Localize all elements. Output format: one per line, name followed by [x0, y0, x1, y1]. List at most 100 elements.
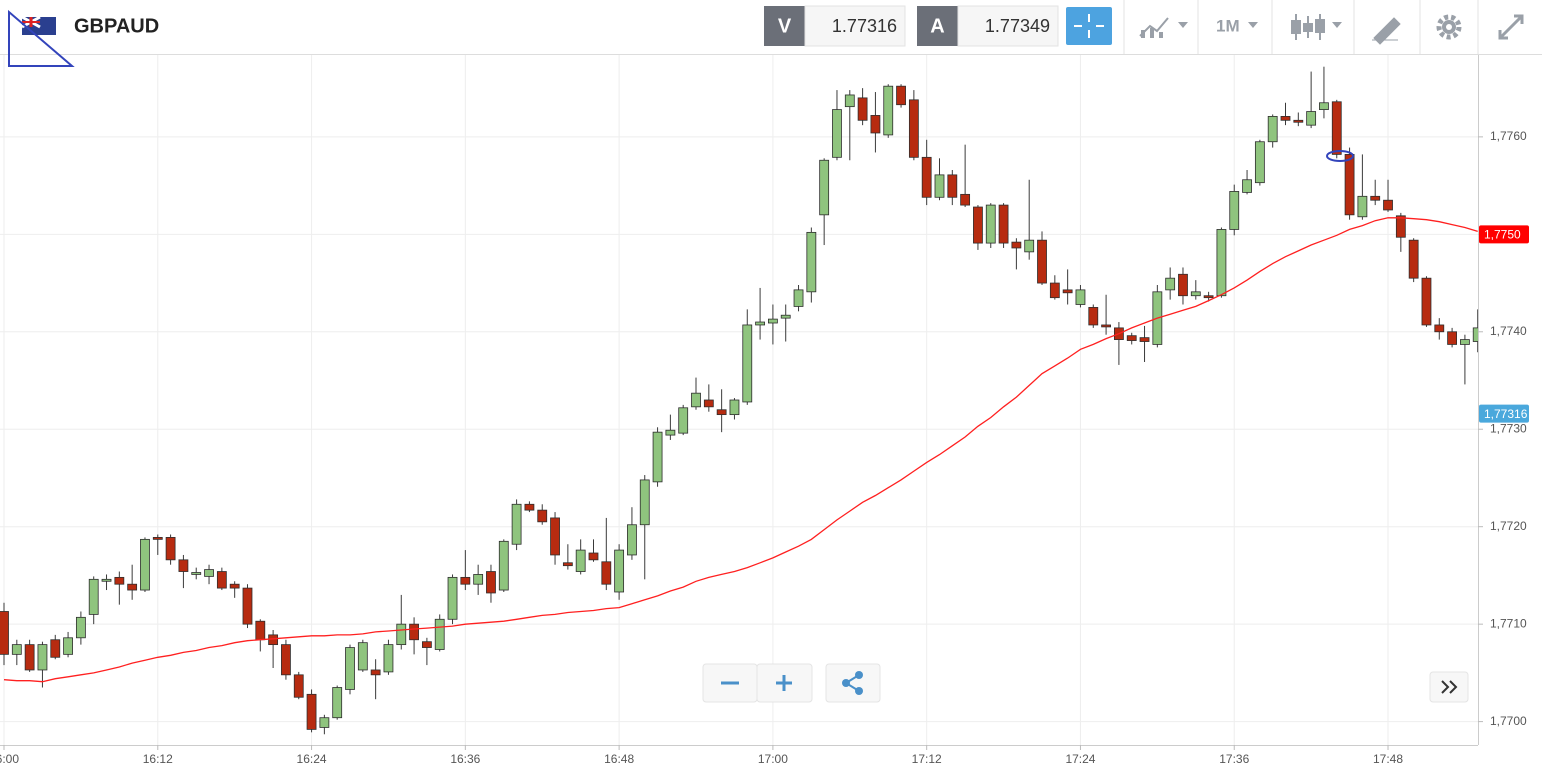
candle-body [934, 174, 945, 198]
candle-body [1075, 289, 1086, 305]
candle-style-button[interactable] [1291, 14, 1342, 40]
x-tick-label: 16:24 [297, 752, 327, 766]
candle-body [306, 693, 317, 730]
candle-body [460, 576, 471, 585]
candle-body [1460, 339, 1470, 345]
candle-body [1280, 115, 1291, 121]
candle-body [498, 540, 509, 591]
candle-body [345, 647, 355, 690]
bid-badge [764, 6, 805, 46]
candle-body [370, 669, 381, 676]
candle-body [178, 559, 189, 572]
x-tick-label: 16:00 [0, 752, 19, 766]
crosshair-button[interactable] [1066, 7, 1112, 45]
y-tick-label: 1,7700 [1490, 714, 1527, 728]
candle-body [857, 97, 868, 121]
candle-body [409, 623, 419, 641]
x-tick-label: 17:36 [1219, 752, 1249, 766]
y-tick-label: 1,7730 [1490, 421, 1527, 435]
drawing-triangle [8, 9, 75, 67]
candle-body [0, 611, 9, 655]
y-tick-label: 1,7720 [1490, 519, 1527, 533]
candle-body [1344, 154, 1355, 216]
candle-body [1165, 277, 1176, 291]
draw-tool-button[interactable] [1372, 17, 1401, 45]
candle-body [1447, 331, 1457, 345]
candle-body [165, 537, 176, 561]
candle-body [1024, 239, 1035, 253]
candle-body [1395, 215, 1406, 238]
timeframe[interactable]: 1M [1216, 16, 1240, 35]
share-button[interactable] [825, 663, 881, 703]
settings-button[interactable] [1436, 14, 1462, 40]
candle-body [832, 109, 842, 158]
candle-body [268, 634, 279, 646]
candle-body [844, 94, 855, 108]
current-price-label-box [1479, 404, 1529, 423]
candle-body [383, 644, 394, 673]
candle-body [550, 517, 560, 556]
candle-body [191, 572, 202, 575]
candle-body [755, 321, 765, 326]
y-tick-label: 1,7710 [1490, 616, 1527, 630]
candle-body [75, 616, 86, 639]
candle-body [50, 639, 61, 658]
candle-body [1088, 307, 1099, 326]
moving-average-line [3, 217, 1478, 683]
ma-price-label-box [1479, 225, 1529, 244]
ask-badge [917, 6, 958, 46]
candle-body [229, 583, 240, 589]
candle-body [768, 318, 778, 324]
candle-body [332, 687, 343, 719]
fullscreen-button[interactable] [1498, 14, 1524, 40]
candle-body [665, 429, 676, 436]
candle-body [1408, 239, 1419, 279]
candle-body [819, 159, 830, 216]
candle-body [447, 576, 458, 620]
candle-body [1037, 239, 1047, 284]
candle-body [947, 174, 958, 198]
candle-body [1203, 295, 1214, 299]
x-tick-label: 17:00 [758, 752, 788, 766]
candle-body [114, 576, 125, 585]
candle-body [1319, 102, 1329, 110]
candle-body [614, 549, 625, 593]
candle-body [537, 509, 548, 523]
zoom-in-button[interactable] [756, 663, 813, 703]
candle-body [1331, 101, 1342, 155]
zoom-out-button[interactable] [702, 663, 758, 703]
candle-body [1139, 337, 1150, 342]
candle-body [152, 537, 163, 540]
candle-body [216, 571, 227, 589]
candle-body [973, 206, 983, 244]
candle-body [729, 399, 740, 416]
grid [0, 55, 1478, 745]
chart-type-button[interactable] [1139, 17, 1188, 38]
candle-body [140, 538, 150, 591]
bid-price: 1.77316 [832, 16, 897, 36]
candle-body [63, 637, 73, 655]
candle-body [806, 231, 817, 293]
scroll-right-button[interactable] [1429, 671, 1469, 703]
candle-body [780, 314, 791, 319]
candle-body [127, 583, 138, 591]
x-tick-label: 16:12 [143, 752, 173, 766]
candle-body [1049, 282, 1060, 299]
symbol-title: GBPAUD [74, 15, 159, 37]
ask-price: 1.77349 [985, 16, 1050, 36]
candle-body [627, 524, 637, 556]
candle-body [37, 644, 48, 671]
bid-box [804, 5, 906, 47]
current-price-label: 1,77316 [1484, 407, 1528, 421]
candle-body [703, 399, 714, 408]
candle-body [601, 561, 612, 585]
candle-body [1370, 195, 1381, 201]
candle-body [793, 289, 804, 307]
timeframe-caret [1248, 22, 1258, 28]
candle-body [1267, 115, 1278, 143]
candle-body [1254, 141, 1265, 184]
x-tick-label: 16:36 [450, 752, 480, 766]
y-tick-label: 1,7760 [1490, 129, 1527, 143]
